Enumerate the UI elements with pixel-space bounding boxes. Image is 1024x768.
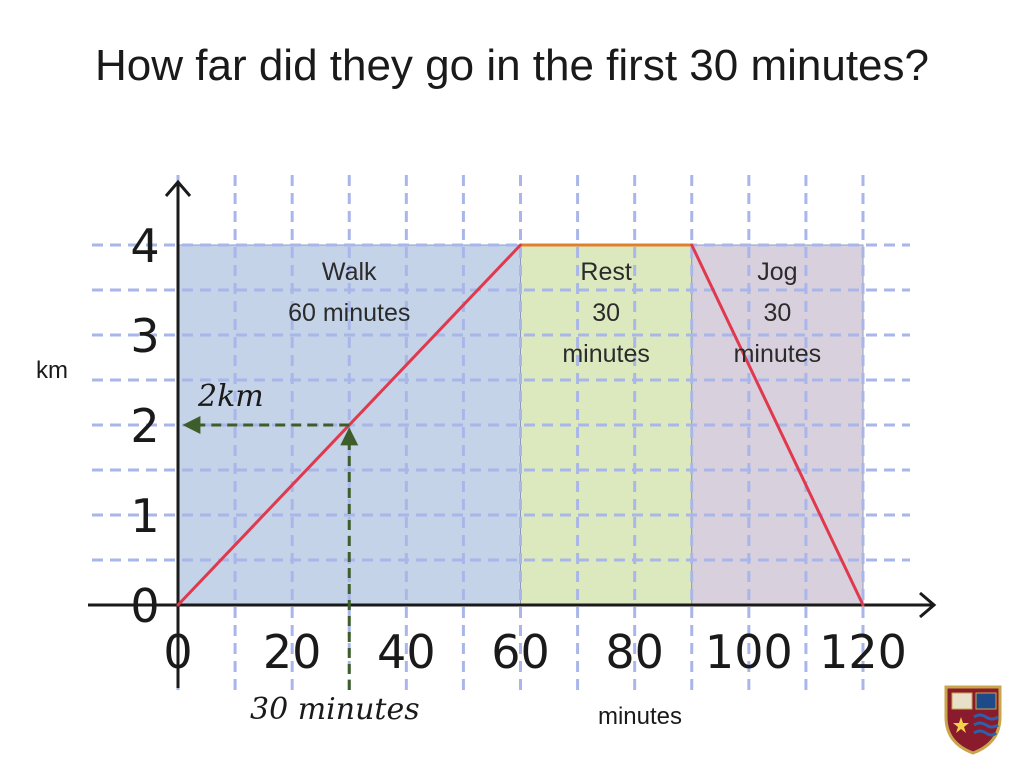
journey-point bbox=[519, 243, 522, 247]
slide-title: How far did they go in the first 30 minu… bbox=[95, 41, 929, 90]
x-tick-label: 100 bbox=[705, 625, 793, 679]
x-tick-label: 40 bbox=[377, 625, 436, 679]
annotation-2km: 2km bbox=[197, 379, 264, 414]
y-tick-label: 4 bbox=[130, 219, 159, 273]
journey-point bbox=[690, 243, 694, 247]
crest-waves-icon bbox=[973, 713, 999, 737]
x-axis-arrow-icon bbox=[919, 591, 937, 619]
y-tick-label: 0 bbox=[130, 579, 159, 633]
x-tick-label: 120 bbox=[819, 625, 907, 679]
y-tick-label: 3 bbox=[130, 309, 159, 363]
y-tick-label: 2 bbox=[130, 399, 159, 453]
x-tick-label: 60 bbox=[491, 625, 550, 679]
y-axis-title: km bbox=[36, 357, 68, 384]
crest-star-icon bbox=[953, 717, 969, 733]
segment-label-walk: Walk bbox=[322, 258, 377, 286]
school-crest-logo bbox=[944, 685, 1002, 755]
x-axis-title: minutes bbox=[598, 703, 682, 730]
segment-label-walk: 60 minutes bbox=[288, 299, 410, 327]
journey-point bbox=[176, 603, 180, 607]
segment-label-rest: 30 bbox=[592, 299, 620, 327]
x-tick-label: 20 bbox=[263, 625, 322, 679]
crest-book-icon bbox=[951, 692, 973, 710]
chart-labels: 0 20 40 60 80 100 120 0 1 2 3 4 Walk 60 minutes Rest 30… bbox=[36, 219, 907, 730]
reading-guides bbox=[182, 416, 359, 690]
journey-segment bbox=[690, 244, 865, 606]
annotation-30-minutes: 30 minutes bbox=[250, 692, 420, 727]
y-axis-arrow-icon bbox=[164, 179, 192, 197]
segment-label-jog: 30 bbox=[763, 299, 791, 327]
journey-point bbox=[861, 603, 865, 607]
segment-label-jog: minutes bbox=[734, 340, 822, 368]
x-tick-label: 0 bbox=[163, 625, 192, 679]
segment-label-rest: minutes bbox=[562, 340, 650, 368]
y-tick-label: 1 bbox=[130, 489, 159, 543]
segment-label-jog: Jog bbox=[757, 258, 797, 286]
crest-flag-icon bbox=[975, 692, 997, 710]
segment-label-rest: Rest bbox=[580, 258, 631, 286]
x-tick-label: 80 bbox=[605, 625, 664, 679]
